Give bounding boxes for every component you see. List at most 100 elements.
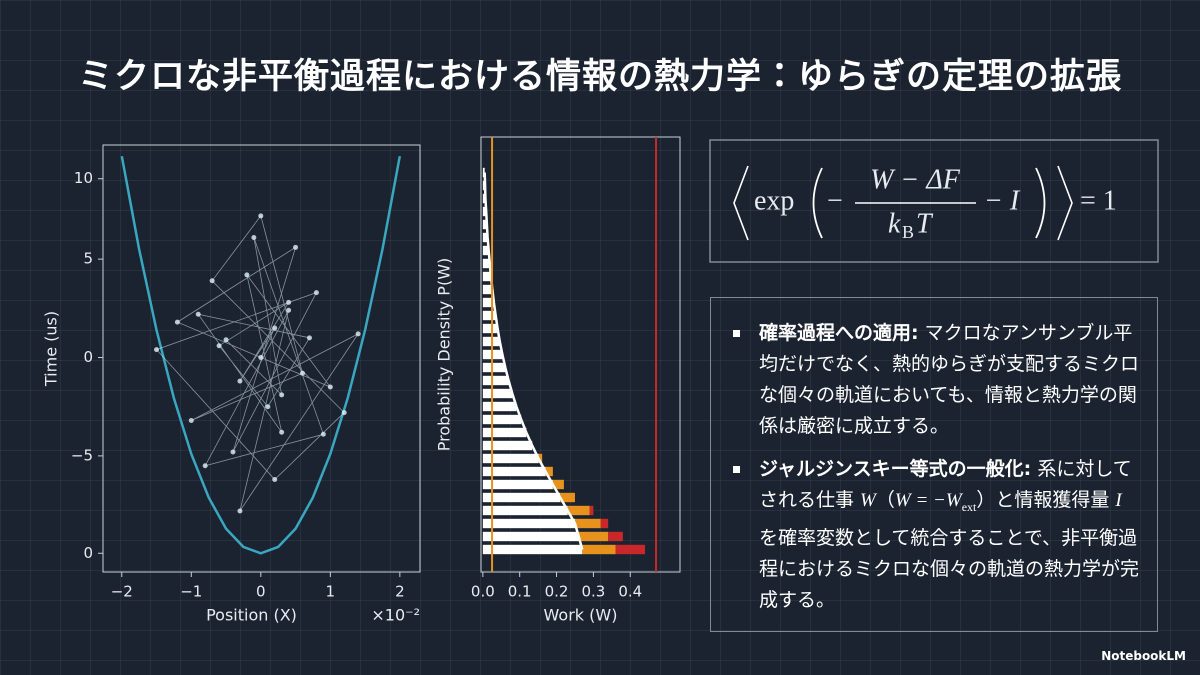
bar: [482, 310, 496, 321]
bullet-text: ）と情報獲得量: [976, 489, 1116, 511]
bar: [482, 453, 539, 464]
y-tick-label: −5: [71, 446, 93, 464]
bar: [482, 518, 575, 529]
bar: [608, 531, 623, 542]
density-curve: [483, 172, 584, 550]
trajectory-point: [272, 325, 278, 331]
paren-left: [812, 167, 823, 239]
bar: [482, 531, 579, 542]
bar: [482, 167, 485, 178]
bullet: ジャルジンスキー等式の一般化: 系に対してされる仕事 W（W = −Wext）と…: [733, 454, 1140, 616]
trajectory-point: [174, 319, 180, 325]
bar: [482, 206, 487, 217]
trajectory-point: [154, 347, 160, 353]
x-tick-label: 0: [256, 583, 266, 601]
trajectory-point: [320, 431, 326, 437]
bar: [538, 453, 543, 464]
bar: [482, 193, 486, 204]
trajectory-point: [313, 290, 319, 296]
bar: [482, 323, 498, 334]
formula-box: [709, 139, 1159, 263]
x-tick-label: −1: [180, 583, 202, 601]
x-tick-label: 0.3: [581, 583, 605, 601]
bar: [482, 440, 533, 451]
math: W: [860, 490, 876, 511]
trajectory: [155, 214, 359, 512]
bar: [482, 219, 487, 230]
y-tick-label: 10: [74, 169, 93, 187]
bar: [589, 505, 594, 516]
bar: [482, 362, 506, 373]
trajectory-point: [272, 477, 278, 483]
bar: [482, 284, 493, 295]
angle-left: [733, 165, 749, 241]
formula-sign: −: [827, 185, 843, 216]
x-tick-label: 0.4: [618, 583, 642, 601]
bar: [615, 544, 645, 555]
bar: [482, 271, 491, 282]
trajectory-point: [258, 213, 264, 219]
trajectory-point: [265, 404, 271, 410]
x-tick-label: 2: [395, 583, 405, 601]
bar: [482, 466, 546, 477]
trajectory-point: [237, 508, 243, 514]
math: I: [1115, 490, 1122, 511]
bar: [545, 466, 553, 477]
bullet-text: を確率変数として統合することで、非平衡過程におけるミクロな個々の軌道の熱力学が完…: [759, 526, 1140, 611]
bar: [482, 401, 517, 412]
bullet-head: ジャルジンスキー等式の一般化:: [759, 458, 1032, 480]
trajectory-point: [286, 299, 292, 305]
trajectory-point: [293, 244, 299, 250]
paren-right: [1035, 167, 1046, 239]
x-tick-label: 0.0: [471, 583, 495, 601]
x-tick-label: −2: [111, 583, 133, 601]
bar: [574, 518, 601, 529]
formula: exp − W − ΔF k B T − I = 1: [733, 164, 1117, 242]
trajectory-point: [279, 392, 285, 398]
math: W = −W: [894, 490, 962, 511]
trajectory-point: [216, 343, 222, 349]
trajectory-point: [244, 272, 250, 278]
y-axis-label: Time (us): [42, 311, 61, 387]
bar: [600, 518, 609, 529]
trajectory-point: [202, 463, 208, 469]
x-axis-label: Position (X): [206, 606, 297, 625]
bullet-text: 系に対してされる仕事: [759, 458, 1132, 511]
formula-sub: B: [902, 222, 914, 242]
trajectory-point: [251, 234, 257, 240]
bullet-text: マクロなアンサンブル平均だけでなく、熱的ゆらぎが支配するミクロな個々の軌道におい…: [759, 322, 1140, 437]
x-tick-label: 0.2: [545, 583, 569, 601]
plot-frame: [480, 136, 681, 573]
bar: [560, 492, 575, 503]
trajectory-point: [300, 370, 306, 376]
trajectory-point: [306, 335, 312, 341]
trajectory-point: [195, 311, 201, 317]
bar: [482, 388, 513, 399]
trajectory-point: [279, 429, 285, 435]
x-offset-label: ×10⁻²: [371, 606, 420, 625]
bullet: 確率過程への適用: マクロなアンサンブル平均だけでなく、熱的ゆらぎが支配するミク…: [733, 318, 1140, 442]
bar: [482, 427, 527, 438]
y-tick-label: 0: [83, 348, 93, 366]
trajectory-point: [258, 355, 264, 361]
formula-tail: − I: [984, 185, 1021, 216]
bar: [482, 492, 561, 503]
trajectory-point: [230, 449, 236, 455]
y-axis-label: Probability Density P(W): [435, 258, 454, 452]
potential-curve: [120, 155, 402, 555]
formula-rhs: = 1: [1080, 185, 1117, 216]
y-tick-label: 5: [83, 250, 93, 268]
angle-right: [1057, 165, 1073, 241]
bar: [482, 245, 489, 256]
bullet-text: （: [875, 489, 895, 511]
trajectory-point: [355, 331, 361, 337]
x-axis-label: Work (W): [544, 606, 618, 625]
y-tick-label: 0: [83, 544, 93, 562]
bar: [482, 505, 568, 516]
formula-fn: exp: [754, 185, 794, 216]
bullet-head: 確率過程への適用:: [759, 322, 919, 344]
bar: [482, 232, 488, 243]
logo: NotebookLM: [1101, 649, 1186, 663]
